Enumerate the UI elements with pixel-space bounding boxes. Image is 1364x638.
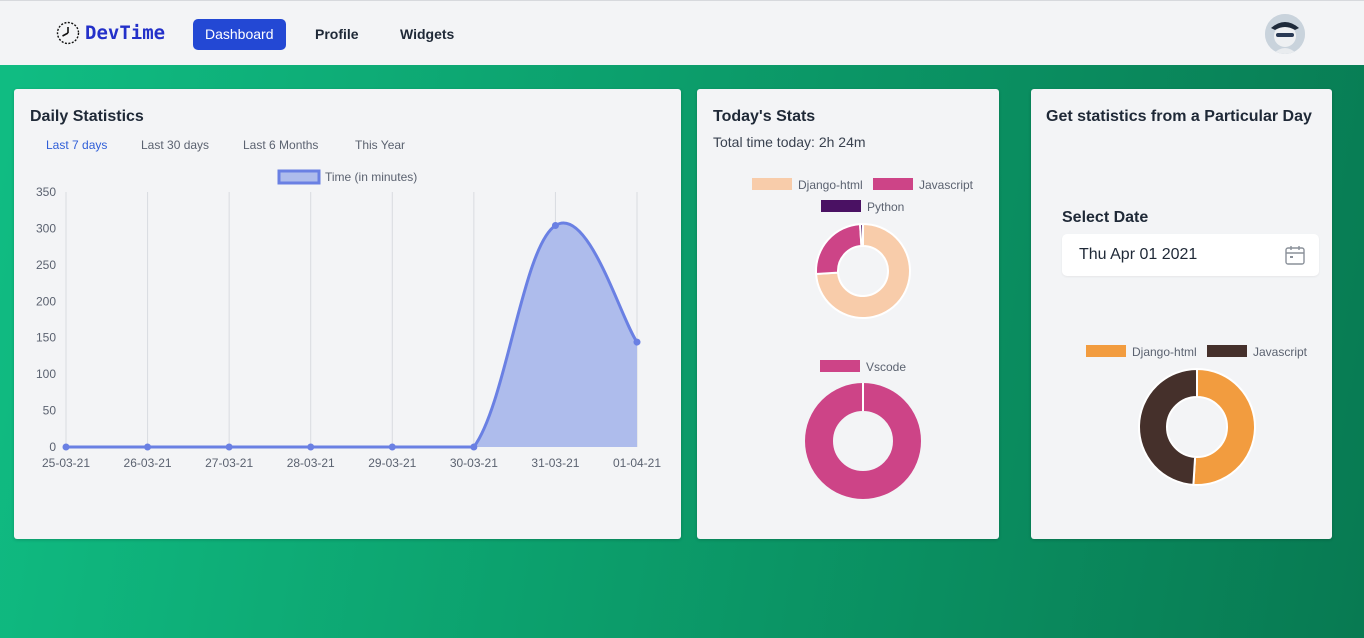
- y-tick-label: 50: [43, 404, 57, 418]
- total-time-today: Total time today: 2h 24m: [713, 134, 866, 150]
- legend-item-swatch: [1086, 345, 1126, 357]
- date-value: Thu Apr 01 2021: [1079, 246, 1198, 263]
- select-date-label: Select Date: [1062, 209, 1149, 226]
- tab-last-7-days[interactable]: Last 7 days: [46, 138, 108, 152]
- y-tick-label: 200: [36, 294, 56, 308]
- x-tick-label: 27-03-21: [205, 456, 253, 470]
- legend-item-swatch: [820, 360, 860, 372]
- user-avatar-icon: [1265, 14, 1305, 54]
- x-tick-label: 26-03-21: [124, 456, 172, 470]
- navbar: DevTime Dashboard Profile Widgets: [0, 0, 1364, 65]
- data-point: [225, 443, 233, 451]
- data-point: [470, 443, 478, 451]
- legend-item-swatch: [752, 178, 792, 190]
- x-tick-label: 31-03-21: [531, 456, 579, 470]
- y-tick-label: 150: [36, 331, 56, 345]
- day-donut-chart: Django-html Javascript: [1086, 345, 1308, 486]
- legend-item-label: Python: [867, 200, 904, 214]
- calendar-icon[interactable]: [1284, 244, 1306, 266]
- data-point: [62, 443, 70, 451]
- legend-item-swatch: [873, 178, 913, 190]
- day-lang-slice: [1138, 367, 1198, 486]
- data-point: [144, 443, 152, 451]
- particular-day-card: Get statistics from a Particular Day Sel…: [1031, 89, 1332, 539]
- clock-icon: [56, 21, 80, 45]
- legend-item-swatch: [821, 200, 861, 212]
- x-tick-label: 29-03-21: [368, 456, 416, 470]
- data-point: [551, 222, 559, 230]
- legend-item-label: Javascript: [919, 178, 974, 192]
- line-chart: Time (in minutes) 0 50 100 150 200 250 300 350 25…: [36, 169, 661, 470]
- day-lang-slice: [1192, 367, 1256, 486]
- nav-profile[interactable]: Profile: [315, 26, 359, 42]
- y-tick-label: 100: [36, 367, 56, 381]
- nav-dashboard[interactable]: Dashboard: [193, 19, 286, 50]
- y-tick-label: 0: [49, 440, 56, 454]
- data-point: [307, 443, 315, 451]
- particular-day-title: Get statistics from a Particular Day: [1046, 108, 1312, 125]
- todays-stats-title: Today's Stats: [713, 108, 816, 125]
- tab-last-30-days[interactable]: Last 30 days: [141, 138, 210, 152]
- y-tick-label: 350: [36, 185, 56, 199]
- x-tick-label: 01-04-21: [613, 456, 661, 470]
- legend-item-label: Vscode: [866, 360, 906, 374]
- todays-stats-card: Today's Stats Total time today: 2h 24m D…: [697, 89, 999, 539]
- daily-statistics-card: Daily Statistics Last 7 days Last 30 day…: [14, 89, 681, 539]
- legend-item-label: Javascript: [1253, 345, 1308, 359]
- avatar[interactable]: [1265, 14, 1305, 54]
- tab-this-year[interactable]: This Year: [355, 138, 406, 152]
- brand[interactable]: DevTime: [56, 21, 165, 45]
- legend-item-label: Django-html: [1132, 345, 1197, 359]
- brand-name: DevTime: [85, 22, 166, 44]
- tab-last-6-months[interactable]: Last 6 Months: [243, 138, 319, 152]
- x-tick-label: 30-03-21: [450, 456, 498, 470]
- daily-statistics-title: Daily Statistics: [30, 108, 144, 125]
- today-lang-slice: [815, 223, 863, 276]
- date-picker[interactable]: Thu Apr 01 2021: [1062, 234, 1319, 276]
- legend-swatch: [277, 169, 321, 185]
- x-tick-label: 28-03-21: [287, 456, 335, 470]
- x-tick-label: 25-03-21: [42, 456, 90, 470]
- legend-label: Time (in minutes): [325, 170, 417, 184]
- nav-widgets[interactable]: Widgets: [400, 26, 455, 42]
- series-area: [66, 222, 637, 447]
- y-tick-label: 300: [36, 221, 56, 235]
- data-point: [633, 338, 641, 346]
- today-lang-slice: [858, 222, 864, 248]
- legend-item-swatch: [1207, 345, 1247, 357]
- legend-item-label: Django-html: [798, 178, 863, 192]
- language-donut-chart: Django-html Javascript Python Vscode: [752, 178, 974, 499]
- data-point: [388, 443, 396, 451]
- y-tick-label: 250: [36, 258, 56, 272]
- today-lang-slice: [815, 222, 911, 319]
